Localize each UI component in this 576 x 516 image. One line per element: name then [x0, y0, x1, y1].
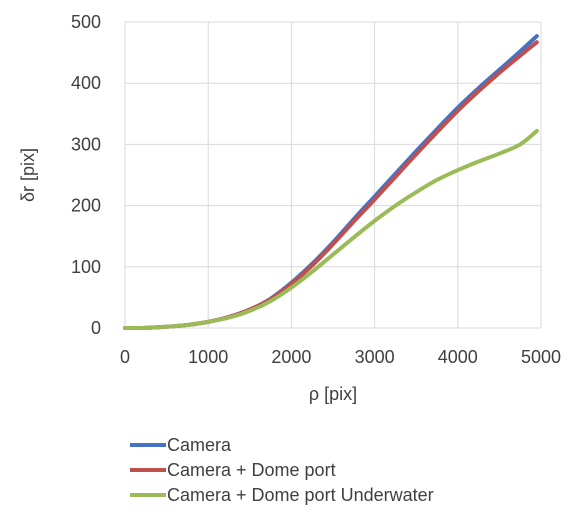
x-tick-label: 0	[120, 347, 130, 367]
grid	[124, 21, 542, 329]
x-tick-label: 1000	[188, 347, 228, 367]
legend-label: Camera + Dome port Underwater	[167, 485, 434, 505]
series-lines	[123, 34, 539, 330]
legend-label: Camera	[167, 435, 232, 455]
y-tick-label: 200	[71, 196, 101, 216]
y-axis-title: δr [pix]	[18, 148, 38, 202]
x-axis-title: ρ [pix]	[309, 384, 357, 404]
x-tick-label: 5000	[521, 347, 561, 367]
series-line-0	[123, 34, 539, 330]
x-tick-label: 4000	[438, 347, 478, 367]
legend-label: Camera + Dome port	[167, 460, 336, 480]
series-line-1	[123, 40, 539, 330]
legend: Camera Camera + Dome port Camera + Dome po…	[130, 435, 434, 505]
x-tick-label: 2000	[271, 347, 311, 367]
legend-item-1: Camera + Dome port	[130, 460, 336, 480]
y-tick-label: 400	[71, 73, 101, 93]
x-tick-label: 3000	[355, 347, 395, 367]
y-tick-label: 100	[71, 257, 101, 277]
legend-item-0: Camera	[130, 435, 232, 455]
series-line-2	[123, 128, 539, 330]
y-tick-label: 0	[91, 318, 101, 338]
legend-item-2: Camera + Dome port Underwater	[130, 485, 434, 505]
y-tick-label: 300	[71, 134, 101, 154]
tick-labels: 0 1000 2000 3000 4000 5000 0 100 200 300 400 500	[71, 12, 561, 367]
y-tick-label: 500	[71, 12, 101, 32]
